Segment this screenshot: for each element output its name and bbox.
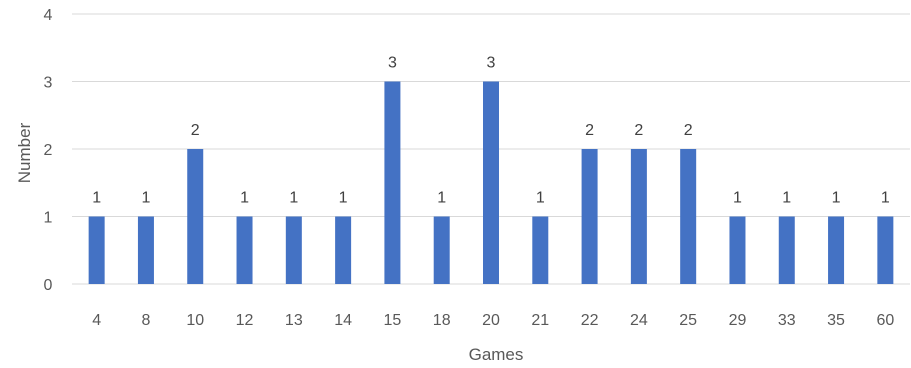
bar-8 xyxy=(137,216,154,284)
y-tick-label: 0 xyxy=(44,277,53,294)
x-tick-label-12: 12 xyxy=(236,312,254,329)
y-tick-label: 4 xyxy=(44,7,53,24)
x-tick-label-18: 18 xyxy=(433,312,451,329)
x-tick-label-21: 21 xyxy=(531,312,549,329)
bar-21 xyxy=(532,216,549,284)
bar-35 xyxy=(828,216,845,284)
x-tick-label-8: 8 xyxy=(141,312,150,329)
x-tick-label-15: 15 xyxy=(384,312,402,329)
x-tick-label-29: 29 xyxy=(729,312,747,329)
data-label-14: 1 xyxy=(339,190,348,207)
bar-29 xyxy=(729,216,746,284)
data-label-24: 2 xyxy=(634,122,643,139)
bar-15 xyxy=(384,81,401,284)
data-label-21: 1 xyxy=(536,190,545,207)
bar-60 xyxy=(877,216,894,284)
y-axis-label: Number xyxy=(15,122,34,183)
bar-24 xyxy=(630,149,647,284)
data-label-35: 1 xyxy=(832,190,841,207)
x-tick-label-35: 35 xyxy=(827,312,845,329)
bars xyxy=(88,81,894,284)
bar-20 xyxy=(483,81,499,284)
bar-14 xyxy=(335,216,352,284)
bar-13 xyxy=(285,216,302,284)
data-label-33: 1 xyxy=(782,190,791,207)
bar-10 xyxy=(187,149,204,284)
x-tick-label-25: 25 xyxy=(679,312,697,329)
x-tick-label-24: 24 xyxy=(630,312,648,329)
data-label-12: 1 xyxy=(240,190,249,207)
bar-33 xyxy=(778,216,795,284)
data-label-60: 1 xyxy=(881,190,890,207)
x-tick-label-14: 14 xyxy=(334,312,352,329)
data-label-20: 3 xyxy=(487,55,496,72)
data-label-4: 1 xyxy=(92,190,101,207)
bar-25 xyxy=(680,149,697,284)
data-label-22: 2 xyxy=(585,122,594,139)
data-label-10: 2 xyxy=(191,122,200,139)
y-axis-ticks: 0 1 2 3 4 xyxy=(44,7,53,294)
data-labels: 1 1 2 1 1 1 3 1 3 1 2 2 2 1 1 1 1 xyxy=(92,55,890,207)
data-label-8: 1 xyxy=(141,190,150,207)
x-tick-label-13: 13 xyxy=(285,312,303,329)
x-tick-label-22: 22 xyxy=(581,312,599,329)
x-tick-label-60: 60 xyxy=(876,312,894,329)
bar-12 xyxy=(236,216,253,284)
bar-22 xyxy=(581,149,598,284)
data-label-18: 1 xyxy=(437,190,446,207)
y-tick-label: 2 xyxy=(44,142,53,159)
bar-4 xyxy=(88,216,105,284)
x-tick-label-20: 20 xyxy=(482,312,500,329)
x-axis-ticks: 4 8 10 12 13 14 15 18 20 21 22 24 25 29 33 35 60 xyxy=(92,312,894,329)
data-label-13: 1 xyxy=(289,190,298,207)
x-axis-label: Games xyxy=(469,345,524,364)
x-tick-label-4: 4 xyxy=(92,312,101,329)
data-label-15: 3 xyxy=(388,55,397,72)
y-tick-label: 3 xyxy=(44,75,53,92)
x-tick-label-10: 10 xyxy=(186,312,204,329)
data-label-25: 2 xyxy=(684,122,693,139)
data-label-29: 1 xyxy=(733,190,742,207)
x-tick-label-33: 33 xyxy=(778,312,796,329)
y-tick-label: 1 xyxy=(44,210,53,227)
bar-18 xyxy=(433,216,450,284)
